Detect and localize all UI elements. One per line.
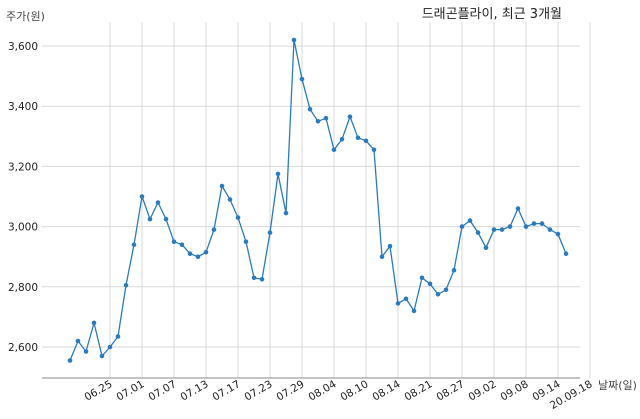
- data-point: [99, 353, 105, 359]
- y-tick-label: 3,400: [8, 101, 38, 113]
- data-point: [467, 218, 473, 223]
- data-point: [443, 287, 449, 293]
- y-tick-label: 3,200: [8, 161, 38, 173]
- data-point: [451, 267, 457, 273]
- data-point: [75, 338, 81, 344]
- data-point: [403, 296, 409, 302]
- data-point: [371, 147, 377, 153]
- x-tick-label: 07.17: [210, 378, 242, 403]
- data-point: [419, 275, 425, 281]
- data-point: [67, 358, 73, 363]
- data-point: [331, 147, 337, 153]
- data-point: [379, 254, 385, 259]
- y-tick-label: 2,800: [8, 282, 38, 294]
- data-point: [251, 275, 257, 281]
- data-point: [211, 227, 217, 232]
- data-point: [83, 349, 89, 354]
- gridlines: [42, 22, 591, 378]
- data-point: [139, 194, 145, 199]
- data-point: [115, 334, 121, 339]
- data-point: [307, 106, 313, 112]
- x-tick-label: 08.21: [402, 378, 434, 403]
- data-point: [515, 206, 521, 211]
- data-point: [475, 230, 481, 235]
- data-point: [147, 216, 153, 222]
- data-point: [555, 231, 561, 237]
- data-point: [291, 37, 297, 43]
- data-point: [339, 137, 345, 142]
- data-point: [459, 224, 465, 229]
- data-point: [563, 251, 569, 256]
- data-point: [171, 239, 177, 244]
- x-tick-label: 08.14: [370, 378, 402, 404]
- data-point: [227, 197, 233, 202]
- data-point: [539, 221, 545, 226]
- data-point: [299, 76, 305, 82]
- data-point: [315, 119, 321, 124]
- data-point: [483, 245, 489, 250]
- data-point: [259, 277, 265, 282]
- x-tick-label: 08.27: [434, 378, 466, 403]
- x-tick-label: 07.01: [114, 378, 146, 403]
- data-point: [547, 227, 553, 232]
- data-point: [235, 215, 241, 220]
- series-line: [69, 39, 567, 361]
- y-tick-labels: 2,600 2,800 3,000 3,200 3,400 3,600: [8, 41, 38, 354]
- x-tick-label: 06.25: [82, 378, 114, 403]
- data-point: [283, 210, 289, 216]
- data-point: [243, 239, 249, 244]
- data-point: [355, 135, 361, 141]
- data-point: [347, 114, 353, 119]
- data-point: [395, 301, 401, 306]
- data-point: [107, 344, 113, 350]
- y-tick-label: 3,000: [8, 222, 38, 234]
- x-tick-label: 09.08: [498, 378, 530, 403]
- y-axis-title: 주가(원): [6, 10, 45, 23]
- data-point: [523, 224, 529, 229]
- data-point: [219, 183, 225, 189]
- data-point: [131, 242, 137, 247]
- data-point: [387, 243, 393, 249]
- x-tick-labels: 06.25 07.01 07.07 07.13 07.17 07.23 07.29 08.04…: [82, 378, 594, 412]
- x-tick-label: 07.13: [178, 378, 210, 403]
- chart-title: 드래곤플라이, 최근 3개월: [422, 7, 562, 22]
- data-point: [123, 283, 129, 288]
- x-tick-label: 08.04: [306, 378, 338, 404]
- x-tick-label: 07.07: [146, 378, 178, 403]
- price-series: [67, 37, 569, 363]
- data-point: [435, 292, 441, 297]
- data-point: [275, 171, 281, 177]
- data-point: [427, 281, 433, 287]
- data-point: [163, 216, 169, 222]
- data-point: [499, 227, 505, 232]
- data-point: [267, 230, 273, 235]
- data-point: [179, 242, 185, 247]
- x-tick-label: 08.10: [338, 378, 370, 403]
- x-tick-label: 09.02: [466, 378, 498, 403]
- data-point: [195, 254, 201, 259]
- y-tick-label: 3,600: [8, 41, 38, 53]
- data-point: [491, 227, 497, 232]
- x-tick-label: 07.29: [274, 378, 306, 403]
- data-point: [323, 115, 329, 121]
- data-point: [531, 221, 537, 226]
- y-tick-label: 2,600: [8, 342, 38, 354]
- data-point: [91, 320, 97, 326]
- data-point: [187, 251, 193, 256]
- x-tick-label: 07.23: [242, 378, 274, 403]
- data-point: [155, 200, 161, 205]
- data-point: [203, 249, 209, 255]
- x-axis-title: 날짜(일): [598, 378, 637, 392]
- data-point: [363, 138, 369, 144]
- data-point: [507, 224, 513, 229]
- data-point: [411, 308, 417, 314]
